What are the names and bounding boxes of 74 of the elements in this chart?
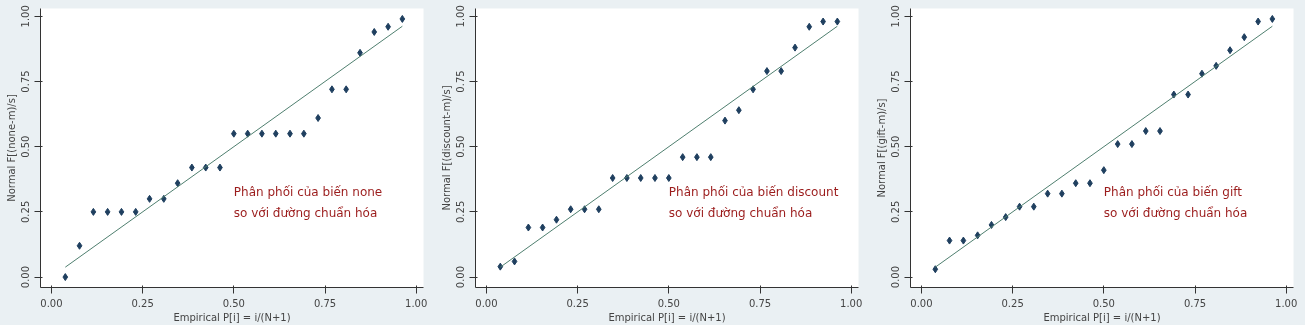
x-tick-label: 0.25 [566, 297, 589, 309]
point [637, 173, 644, 182]
point [399, 14, 406, 23]
point [1241, 33, 1248, 42]
x-tick-label: 0.00 [475, 297, 498, 309]
y-tick-label: 0.25 [455, 200, 467, 224]
x-tick-label: 0.00 [910, 297, 933, 309]
y-tick-label: 0.50 [455, 135, 467, 158]
point [707, 153, 714, 162]
x-tick-label: 0.25 [131, 297, 154, 309]
point [1100, 166, 1107, 175]
x-tick-label: 0.75 [1183, 297, 1207, 309]
point [1072, 179, 1079, 188]
point [76, 241, 83, 250]
point [146, 194, 153, 203]
x-tick-label: 0.50 [1092, 297, 1115, 309]
point [1142, 127, 1149, 136]
y-axis-title: Normal F[(none-m)/s] [5, 94, 17, 202]
x-tick-label: 0.25 [1001, 297, 1024, 309]
point [539, 223, 546, 232]
annotation: Phân phối của biến none so với đường chuẩn hóa [233, 184, 383, 220]
y-axis-title: Normal F[(gift-m)/s] [875, 98, 887, 198]
y-tick-label: 0.25 [20, 200, 32, 224]
x-tick-label: 0.75 [313, 297, 337, 309]
point [553, 215, 560, 224]
point [665, 173, 672, 182]
x-tick-label: 1.00 [405, 297, 428, 309]
x-axis-title: Empirical P[i] = i/(N+1) [1043, 311, 1161, 323]
y-tick-label: 0.25 [890, 200, 902, 224]
point [834, 17, 841, 26]
point [525, 223, 532, 232]
point [567, 205, 574, 214]
x-axis-title: Empirical P[i] = i/(N+1) [608, 311, 726, 323]
y-tick-label: 0.00 [20, 265, 32, 289]
point [806, 22, 813, 31]
point [960, 236, 967, 245]
x-axis-title: Empirical P[i] = i/(N+1) [173, 311, 291, 323]
point [511, 257, 518, 266]
y-axis-title: Normal F[(discount-m)/s] [440, 85, 452, 211]
y-tick-label: 1.00 [890, 5, 902, 28]
point [1269, 14, 1276, 23]
point [272, 129, 279, 138]
y-tick-label: 1.00 [455, 5, 467, 28]
y-tick-label: 0.75 [455, 70, 467, 93]
y-tick-label: 0.75 [890, 70, 902, 93]
annotation: Phân phối của biến discount so với đường chuẩn hóa [668, 184, 839, 220]
y-tick-label: 0.50 [20, 135, 32, 158]
x-tick-label: 0.75 [748, 297, 772, 309]
y-tick-label: 0.50 [890, 135, 902, 158]
x-tick-label: 1.00 [840, 297, 863, 309]
y-tick-label: 0.00 [890, 265, 902, 289]
point [230, 129, 237, 138]
x-tick-label: 1.00 [1275, 297, 1298, 309]
x-tick-label: 0.00 [40, 297, 63, 309]
point [946, 236, 953, 245]
point [679, 153, 686, 162]
point [1114, 140, 1121, 149]
y-tick-label: 0.00 [455, 265, 467, 289]
y-tick-label: 0.75 [20, 70, 32, 93]
point [1030, 202, 1037, 211]
x-tick-label: 0.50 [657, 297, 680, 309]
point [62, 273, 69, 282]
point [595, 205, 602, 214]
point [90, 207, 97, 216]
point [104, 207, 111, 216]
x-tick-label: 0.50 [222, 297, 245, 309]
point [609, 173, 616, 182]
point [932, 265, 939, 274]
point [118, 207, 125, 216]
point [132, 207, 139, 216]
point [371, 27, 378, 36]
point [1044, 189, 1051, 198]
annotation: Phân phối của biến gift so với đường chuẩn hóa [1103, 184, 1248, 220]
y-tick-label: 1.00 [20, 5, 32, 28]
